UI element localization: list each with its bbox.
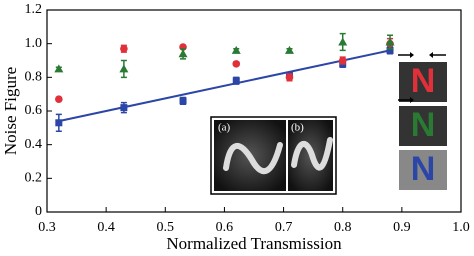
icon-letter: N [411,150,436,188]
inset: (a) (b) [210,116,337,195]
y-tick-label: 0.4 [25,137,43,152]
icon-letter: N [411,106,436,144]
point [231,45,241,54]
inset-label: (a) [218,122,231,134]
inset-label: (b) [291,122,304,134]
point [119,64,129,73]
point [120,104,128,112]
y-tick-label: 1.2 [25,2,43,17]
y-tick-label: 0 [35,204,42,219]
y-tick-label: 0.2 [25,171,43,186]
point [338,56,347,65]
x-axis-title: Normalized Transmission [166,234,342,253]
point [232,77,240,85]
point [120,44,128,53]
x-tick-label: 0.6 [216,220,234,235]
point [178,49,188,58]
point [338,37,348,46]
x-tick-label: 0.9 [393,220,411,235]
side-icons: N N N [398,52,447,190]
point [54,64,64,73]
x-tick-label: 0.8 [334,220,352,235]
fit-line [58,49,391,123]
x-tick-label: 0.5 [157,220,175,235]
point [55,95,63,104]
x-tick-label: 0.4 [97,220,115,235]
y-tick-label: 0.6 [25,103,43,118]
point [285,73,294,82]
y-tick-label: 1.0 [25,36,43,51]
x-tick-label: 0.3 [38,220,56,235]
point [179,97,187,105]
x-tick-label: 0.7 [275,220,293,235]
icon-letter: N [411,62,436,100]
y-axis-title: Noise Figure [1,67,20,155]
point [385,37,395,46]
point [284,45,294,54]
y-tick-label: 0.8 [25,70,43,85]
point [386,46,394,54]
point [232,60,241,68]
point [55,119,63,127]
x-tick-label: 1.0 [452,220,470,235]
